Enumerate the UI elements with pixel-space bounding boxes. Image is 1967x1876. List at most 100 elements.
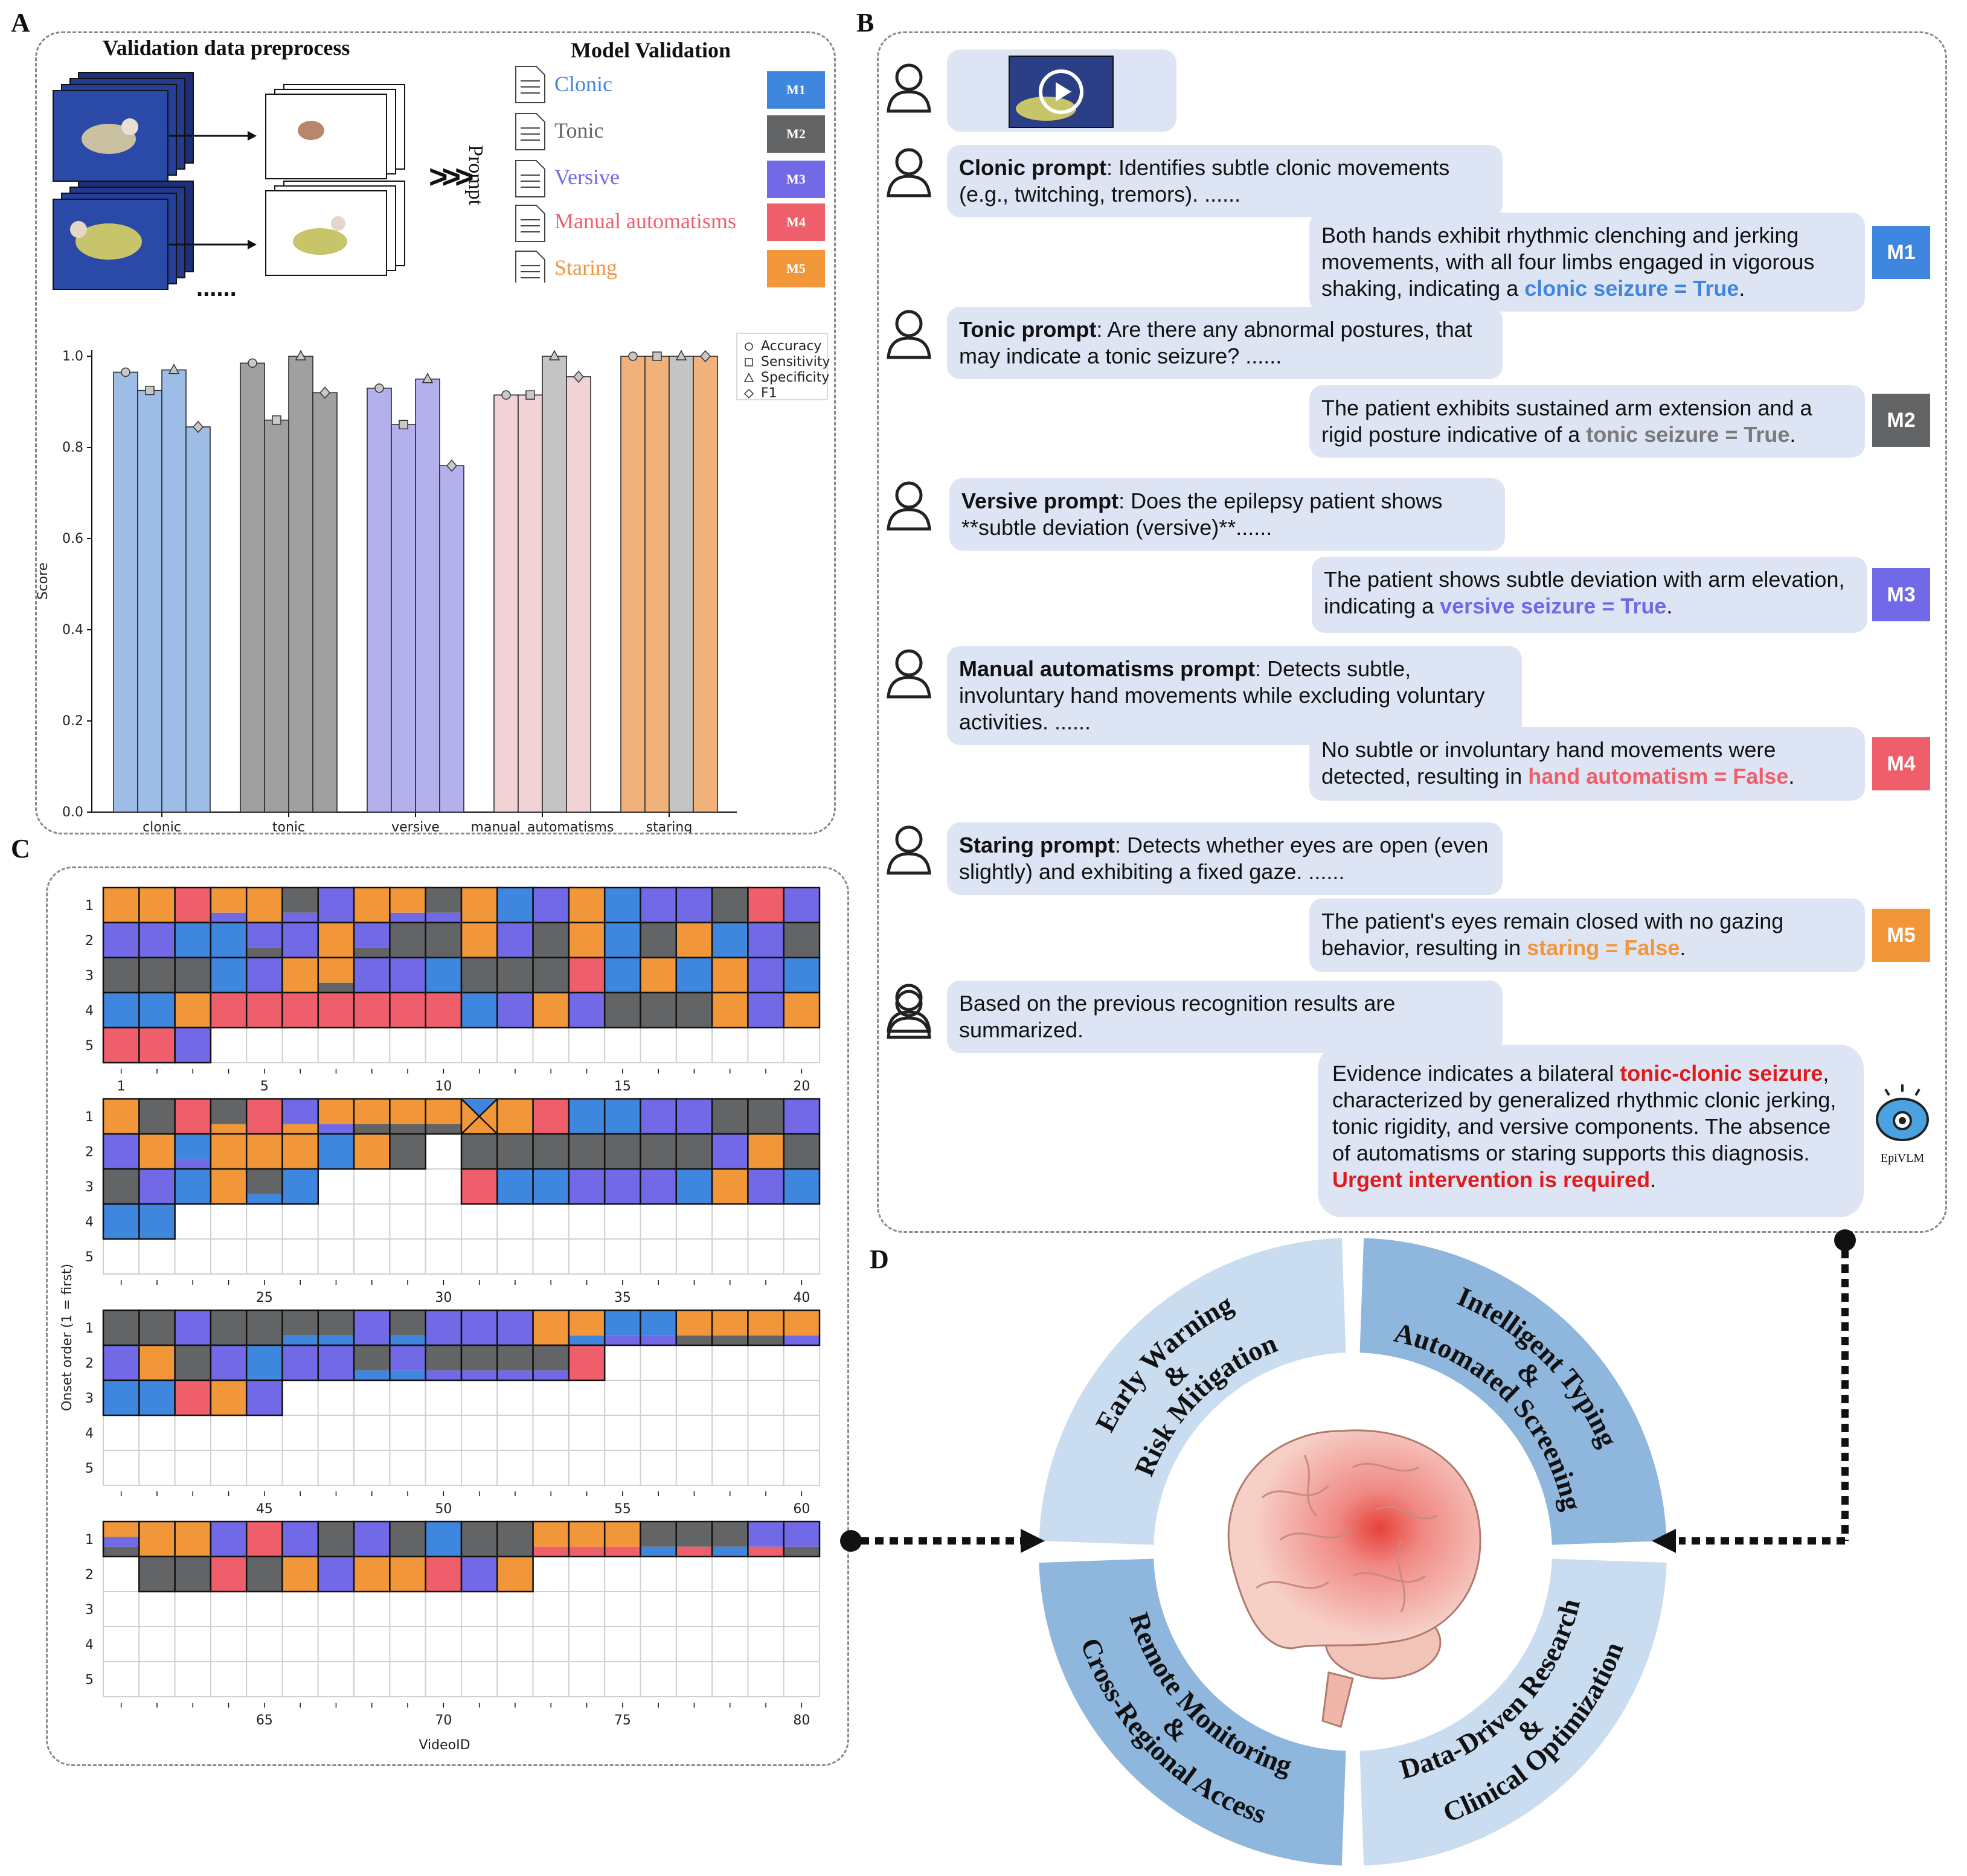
onset-cell [747,886,785,924]
onset-cell [460,956,498,994]
onset-cell [102,1309,140,1346]
onset-cell [281,1555,319,1593]
onset-cell [640,1098,678,1135]
onset-cell [282,1099,318,1124]
panel-letter-a: A [11,8,30,37]
user-avatar-icon [885,146,933,198]
onset-cell [568,1098,606,1135]
onset-cell [390,888,426,913]
ring-segment-4 [1359,1558,1667,1866]
panel-b-frame [877,31,1947,1233]
onset-cell [711,1168,749,1205]
response-text: Both hands exhibit rhythmic clenching an… [1321,223,1815,301]
marker-square [525,390,535,400]
onset-cell [210,1168,248,1205]
onset-cell [783,1310,820,1336]
video-thumbnail[interactable] [1009,56,1114,128]
onset-y-axis-label: Onset order (1 = first) [60,1264,75,1411]
user-avatar-icon [885,824,933,876]
bar-tonic-specificity [288,356,313,813]
x-tick-label: 45 [256,1502,273,1517]
epivlm-label: EpiVLM [1880,1151,1925,1165]
bar-staring-specificity [669,356,694,813]
x-tick-label: 10 [435,1079,452,1094]
marker-square [652,351,662,361]
response-text: The patient's eyes remain closed with no… [1321,909,1784,960]
onset-cell [246,1169,283,1194]
user-avatar-icon [885,479,933,531]
processed-frames-top [265,84,405,179]
onset-cell [390,1345,426,1371]
onset-cell [353,1309,391,1346]
onset-cell [603,956,641,994]
legend-entry: Accuracy [761,339,821,354]
onset-cell [783,886,821,924]
x-tick-label: clonic [143,820,181,833]
onset-cell [460,1555,498,1593]
x-tick-label: 35 [614,1290,631,1305]
x-tick-label: 60 [793,1502,810,1517]
onset-cell [496,1133,534,1170]
final-highlight1: tonic-clonic seizure [1620,1061,1823,1086]
onset-cell [317,1344,355,1381]
x-tick-label: 50 [435,1502,452,1517]
connector-dot-c [840,1530,862,1552]
onset-cell [174,886,212,924]
onset-cell [532,1309,570,1346]
raw-frames-top [53,72,194,182]
onset-cell [138,1098,176,1135]
onset-cell [747,956,785,994]
onset-cell [175,1134,211,1159]
onset-cell [568,886,606,924]
onset-cell [532,1098,570,1135]
final-highlight2: Urgent intervention is required [1332,1167,1651,1192]
bar-manual_automatisms-accuracy [493,394,519,813]
onset-x-axis-label: VideoID [419,1738,470,1753]
bar-versive-f1 [439,465,464,813]
onset-cell [210,1133,248,1170]
model-badge-m4: M4 [767,203,825,241]
y-tick-label: 0.2 [62,714,83,729]
onset-cell [711,956,749,994]
onset-cell [568,991,606,1029]
onset-cell [210,1520,248,1558]
onset-cell [317,1133,355,1170]
y-tick-label: 0.4 [62,623,83,638]
bar-clonic-specificity [161,369,187,813]
model-validation-title: Model Validation [571,38,731,62]
response-text: No subtle or involuntary hand movements … [1321,737,1776,789]
response-end: . [1666,594,1673,618]
row-label: 4 [85,1215,94,1230]
onset-cell [461,1345,498,1371]
onset-cell [245,1379,283,1417]
onset-cell [675,956,713,994]
onset-cell [245,1344,283,1381]
row-label: 5 [85,1039,94,1054]
onset-cell [354,923,390,948]
response-end: . [1789,422,1796,447]
onset-cell [603,886,641,924]
onset-cell [675,1133,713,1170]
row-label: 2 [85,1356,94,1371]
onset-cell [102,991,140,1029]
onset-cell [425,1345,461,1371]
onset-cell [603,1168,641,1205]
onset-cell [138,1168,176,1205]
model-response-bubble: The patient shows subtle deviation with … [1312,557,1867,633]
row-label: 4 [85,1004,94,1019]
bar-clonic-f1 [185,426,211,813]
metrics-bar-chart: 0.0 0.2 0.4 0.6 0.8 1.0 Score clonic tonic versiv… [36,333,830,833]
onset-cell [281,1520,319,1558]
onset-cell [496,886,534,924]
y-tick-label: 0.0 [62,805,83,820]
marker-square [145,385,155,395]
marker-square [399,420,408,429]
model-label-clonic: Clonic [554,72,612,96]
onset-cell [640,886,678,924]
legend-entry: Specificity [761,370,829,385]
user-prompt-bubble: Tonic prompt: Are there any abnormal pos… [947,307,1503,379]
row-label: 1 [85,1532,94,1548]
onset-cell [102,956,140,994]
marker-circle [248,358,257,368]
